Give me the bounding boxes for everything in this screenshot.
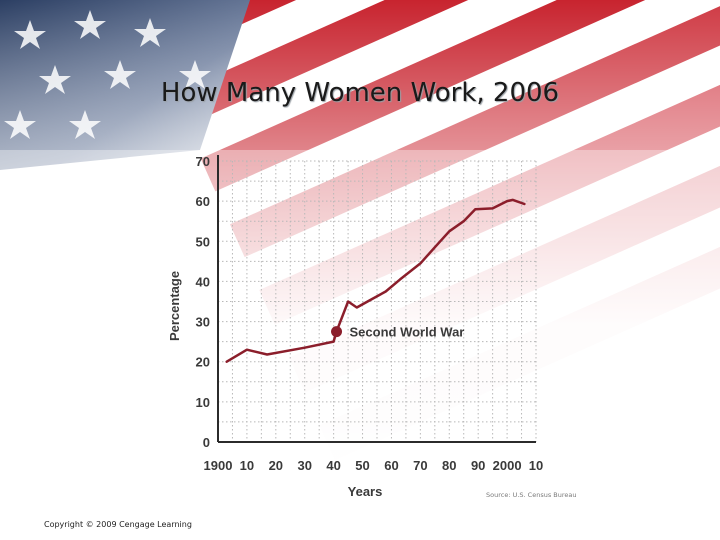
x-tick-label: 60 xyxy=(384,458,398,473)
x-tick-label: 90 xyxy=(471,458,485,473)
y-tick-label: 70 xyxy=(196,154,210,169)
y-tick-label: 30 xyxy=(196,315,210,330)
x-tick-label: 20 xyxy=(269,458,283,473)
y-tick-labels: 0 10 20 30 40 50 60 70 xyxy=(196,154,210,450)
y-tick-label: 60 xyxy=(196,194,210,209)
annotation-label: Second World War xyxy=(350,325,465,340)
x-tick-label: 40 xyxy=(326,458,340,473)
copyright-notice: Copyright © 2009 Cengage Learning xyxy=(44,520,192,529)
x-tick-label: 30 xyxy=(297,458,311,473)
x-axis-label: Years xyxy=(348,484,383,499)
series xyxy=(225,198,526,363)
annotations: Second World War xyxy=(331,325,464,340)
grid-lines xyxy=(218,160,537,442)
y-tick-label: 40 xyxy=(196,274,210,289)
x-tick-label: 10 xyxy=(240,458,254,473)
y-tick-label: 10 xyxy=(196,395,210,410)
x-tick-label: 70 xyxy=(413,458,427,473)
x-tick-label: 80 xyxy=(442,458,456,473)
x-tick-label: 10 xyxy=(529,458,543,473)
y-tick-label: 0 xyxy=(203,435,210,450)
x-tick-label: 2000 xyxy=(493,458,522,473)
y-tick-label: 50 xyxy=(196,234,210,249)
series-line xyxy=(225,198,526,363)
x-tick-label: 1900 xyxy=(204,458,233,473)
axes xyxy=(217,155,536,443)
source-note: Source: U.S. Census Bureau xyxy=(486,491,577,499)
x-tick-label: 50 xyxy=(355,458,369,473)
x-tick-labels: 1900 10 20 30 40 50 60 70 80 90 2000 10 xyxy=(204,458,544,473)
y-tick-label: 20 xyxy=(196,355,210,370)
annotation-marker xyxy=(331,326,343,338)
slide-title: How Many Women Work, 2006 xyxy=(160,78,560,108)
y-axis-label: Percentage xyxy=(167,271,182,341)
